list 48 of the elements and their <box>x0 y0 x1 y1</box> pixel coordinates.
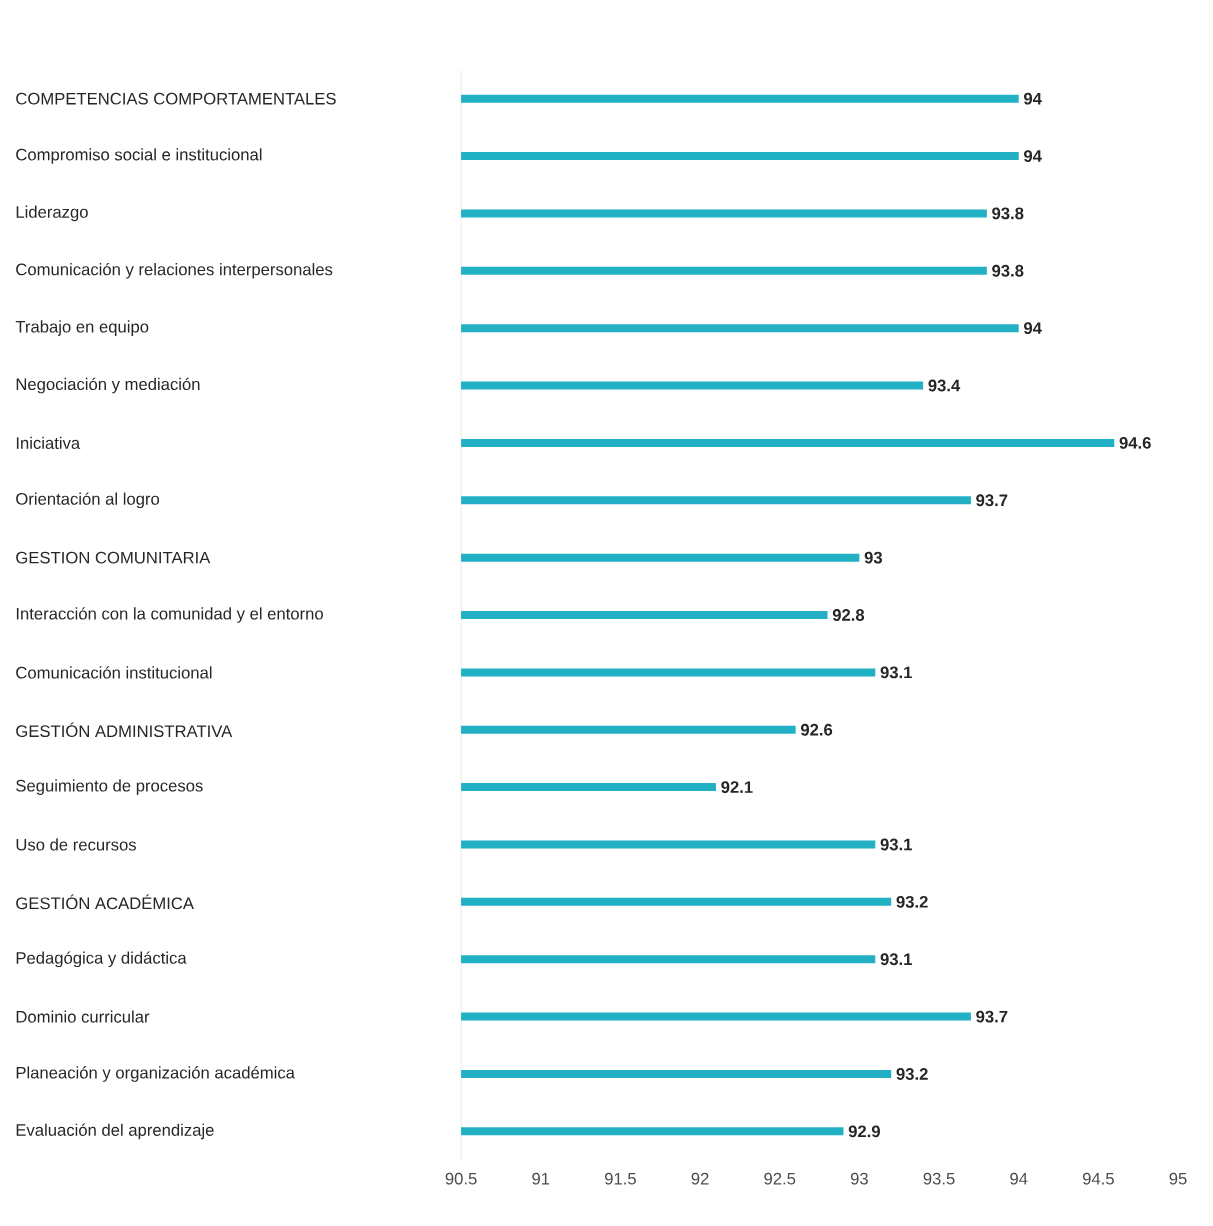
data-label: 92.8 <box>832 609 865 621</box>
y-tick-label: Iniciativa <box>17 436 81 450</box>
data-label: 93.7 <box>976 1010 1008 1023</box>
y-tick-label: Planeación y organización académica <box>16 1066 296 1082</box>
data-label: 93.1 <box>880 666 913 679</box>
x-tick-label: 90.5 <box>445 1172 477 1185</box>
x-tick-label: 94 <box>1010 1172 1028 1185</box>
data-label: 93.4 <box>928 379 961 392</box>
y-tick-label: COMPETENCIAS COMPORTAMENTALES <box>16 92 336 105</box>
y-tick-label: Orientación al logro <box>16 492 160 509</box>
y-tick-label: Compromiso social e institucional <box>16 148 262 164</box>
data-label: 93.8 <box>992 264 1024 277</box>
data-label: 93.8 <box>992 207 1024 220</box>
data-label: 93.2 <box>896 895 928 908</box>
x-tick-label: 91 <box>532 1172 550 1185</box>
x-tick-label: 91.5 <box>605 1172 637 1185</box>
y-tick-label: Seguimiento de procesos <box>16 779 203 795</box>
y-tick-label: GESTIÓN ACADÉMICA <box>16 894 195 910</box>
y-tick-label: GESTION COMUNITARIA <box>16 551 211 564</box>
y-tick-label: Comunicación institucional <box>16 666 212 679</box>
x-tick-label: 94.5 <box>1083 1172 1115 1185</box>
y-tick-label: GESTIÓN ADMINISTRATIVA <box>16 722 233 738</box>
y-tick-label: Interacción con la comunidad y el entorno <box>17 607 324 623</box>
y-tick-label: Comunicación y relaciones interpersonales <box>16 262 333 279</box>
data-label: 92.6 <box>801 723 833 736</box>
y-tick-label: Trabajo en equipo <box>15 320 149 336</box>
x-tick-label: 95 <box>1169 1172 1187 1185</box>
x-tick-label: 92.5 <box>764 1172 796 1185</box>
y-tick-label: Dominio curricular <box>16 1010 150 1023</box>
y-tick-label: Evaluación del aprendizaje <box>16 1123 214 1140</box>
data-label: 94 <box>1024 322 1042 335</box>
y-tick-label: Negociación y mediación <box>16 377 200 394</box>
data-label: 92.1 <box>721 781 753 794</box>
data-label: 93.2 <box>896 1068 928 1080</box>
data-label: 93.1 <box>880 953 913 966</box>
data-label: 93.7 <box>976 494 1008 507</box>
x-tick-label: 92 <box>691 1172 709 1185</box>
data-label: 93 <box>864 551 883 564</box>
data-label: 92.9 <box>848 1125 881 1138</box>
y-tick-label: Pedagógica y didáctica <box>16 951 187 968</box>
y-tick-label: Liderazgo <box>16 205 88 222</box>
x-tick-label: 93.5 <box>923 1172 955 1185</box>
y-tick-label: Uso de recursos <box>16 838 137 851</box>
x-tick-label: 93 <box>851 1172 869 1185</box>
data-label: 94 <box>1024 150 1042 162</box>
data-label: 94.6 <box>1119 437 1151 449</box>
data-label: 93.1 <box>880 838 913 851</box>
data-label: 94 <box>1024 92 1042 105</box>
